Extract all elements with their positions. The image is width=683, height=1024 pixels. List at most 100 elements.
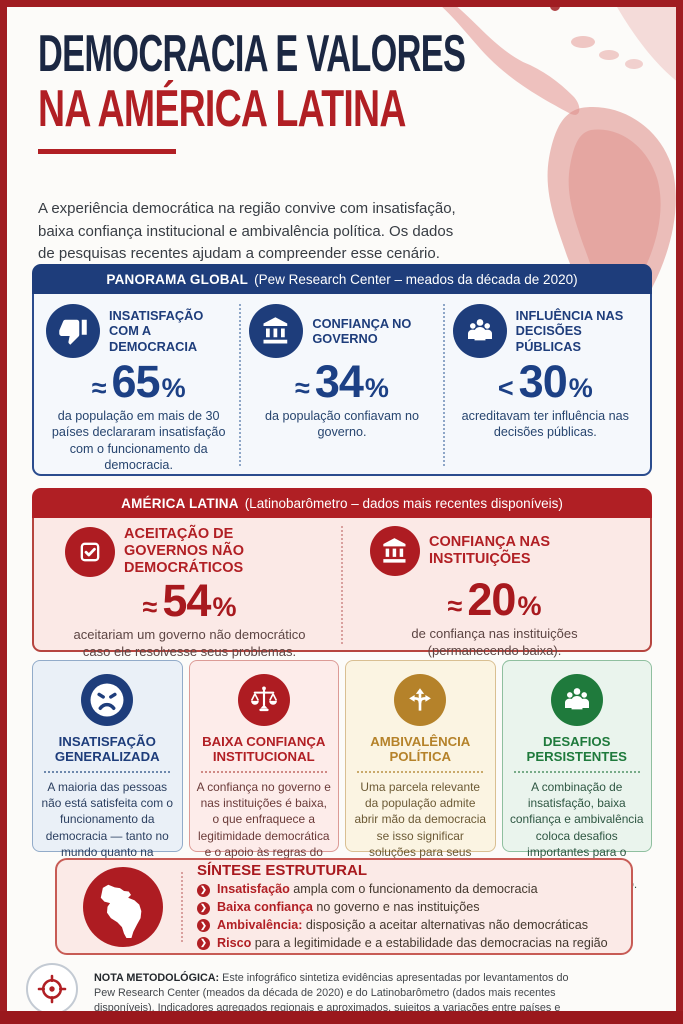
- stat-value: < 30 %: [497, 356, 593, 407]
- stat-suffix: %: [517, 591, 542, 621]
- synthesis-item: ❯ Ambivalência: disposição a aceitar alt…: [197, 918, 619, 933]
- dotted-divider: [44, 771, 171, 774]
- dotted-divider: [181, 871, 183, 942]
- target-crosshair-icon: [26, 963, 78, 1015]
- synthesis-item-text: Baixa confiança no governo e nas institu…: [217, 900, 480, 915]
- stat-prefix: ≈: [295, 373, 310, 403]
- stat-influence-decisions: INFLUÊNCIA NAS DECISÕES PÚBLICAS < 30 % …: [442, 304, 646, 466]
- sad-face-icon: [81, 674, 134, 726]
- stat-description: aceitariam um governo não democrático ca…: [73, 627, 306, 660]
- stat-head: CONFIANÇA NO GOVERNO: [249, 304, 434, 358]
- synthesis-panel: SÍNTESE ESTRUTURAL ❯ Insatisfação ampla …: [55, 858, 633, 955]
- stat-suffix: %: [364, 373, 389, 403]
- stat-suffix: %: [568, 373, 593, 403]
- panel-global-body: INSATISFAÇÃO COM A DEMOCRACIA ≈ 65 % da …: [32, 294, 652, 476]
- synthesis-item-lead: Risco: [217, 935, 252, 950]
- synthesis-item: ❯ Insatisfação ampla com o funcionamento…: [197, 882, 619, 897]
- stat-label: INSATISFAÇÃO COM A DEMOCRACIA: [109, 308, 204, 354]
- chevron-bullet-icon: ❯: [197, 883, 210, 897]
- theme-cards: INSATISFAÇÃO GENERALIZADA A maioria das …: [32, 660, 652, 891]
- stat-prefix: ≈: [447, 591, 463, 621]
- ballot-check-icon: [65, 526, 115, 577]
- stat-number: 30: [518, 356, 568, 407]
- stat-label: CONFIANÇA NAS INSTITUIÇÕES: [429, 533, 551, 567]
- stat-description: de confiança nas instituições (permanece…: [411, 626, 578, 658]
- synthesis-title: SÍNTESE ESTRUTURAL: [197, 862, 368, 880]
- stat-head: CONFIANÇA NAS INSTITUIÇÕES: [370, 526, 619, 576]
- intro-paragraph: A experiência democrática na região conv…: [38, 200, 456, 262]
- stat-head: INSATISFAÇÃO COM A DEMOCRACIA: [46, 304, 231, 358]
- card-title: BAIXA CONFIANÇA INSTITUCIONAL: [202, 734, 326, 765]
- synthesis-item-lead: Ambivalência:: [217, 918, 303, 932]
- stat-label: CONFIANÇA NO GOVERNO: [312, 315, 412, 346]
- dotted-divider: [513, 771, 640, 774]
- stat-value: ≈ 54 %: [142, 575, 237, 627]
- stat-prefix: ≈: [91, 373, 107, 403]
- methodology-note-lead: NOTA METODOLÓGICA:: [94, 971, 220, 984]
- stat-trust-government: CONFIANÇA NO GOVERNO ≈ 34 % da população…: [239, 304, 442, 466]
- stat-number: 34: [314, 356, 364, 407]
- stat-number: 65: [111, 356, 161, 407]
- stat-suffix: %: [212, 592, 237, 623]
- latin-america-map-icon: [83, 866, 163, 947]
- stat-head: ACEITAÇÃO DE GOVERNOS NÃO DEMOCRÁTICOS: [65, 526, 314, 577]
- panel-latam-subtitle: (Latinobarômetro – dados mais recentes d…: [244, 495, 563, 511]
- stat-value: ≈ 34 %: [295, 356, 389, 407]
- synthesis-item: ❯ Baixa confiança no governo e nas insti…: [197, 900, 619, 915]
- card-title: DESAFIOS PERSISTENTES: [526, 734, 627, 765]
- panel-global-subtitle: (Pew Research Center – meados da década …: [254, 271, 578, 287]
- scales-of-justice-icon: [237, 674, 290, 726]
- synthesis-item-text: Risco para a legitimidade e a estabilida…: [217, 935, 608, 951]
- card-title: AMBIVALÊNCIA POLÍTICA: [370, 734, 471, 765]
- title-underline: [38, 149, 176, 154]
- card-baixa-confianca: BAIXA CONFIANÇA INSTITUCIONAL A confianç…: [188, 660, 339, 875]
- stat-trust-institutions: CONFIANÇA NAS INSTITUIÇÕES ≈ 20 % de con…: [341, 526, 646, 658]
- stat-acceptance-nondemocratic: ACEITAÇÃO DE GOVERNOS NÃO DEMOCRÁTICOS ≈…: [38, 526, 341, 659]
- stat-label: INFLUÊNCIA NAS DECISÕES PÚBLICAS: [515, 308, 624, 354]
- panel-global-title: PANORAMA GLOBAL: [106, 271, 249, 287]
- stat-description: da população em mais de 30 países declar…: [51, 409, 226, 473]
- synthesis-item-lead: Baixa confiança: [217, 900, 313, 915]
- frame-border-left: [0, 0, 7, 1024]
- synthesis-content: SÍNTESE ESTRUTURAL ❯ Insatisfação ampla …: [197, 862, 619, 951]
- panel-latam-title: AMÉRICA LATINA: [121, 495, 239, 511]
- people-group-icon: [452, 304, 507, 358]
- stat-prefix: ≈: [142, 592, 158, 623]
- thumbs-down-icon: [46, 304, 100, 358]
- chevron-bullet-icon: ❯: [197, 919, 210, 933]
- stat-number: 20: [467, 574, 516, 625]
- stat-prefix: <: [497, 373, 514, 403]
- card-desafios-persistentes: DESAFIOS PERSISTENTES A combinação de in…: [501, 660, 652, 891]
- synthesis-item-rest: disposição a aceitar alternativas não de…: [302, 918, 589, 932]
- synthesis-item-rest: para a legitimidade e a estabilidade das…: [251, 935, 608, 950]
- branching-arrows-icon: [394, 674, 447, 726]
- synthesis-item-text: Insatisfação ampla com o funcionamento d…: [217, 882, 538, 897]
- synthesis-item-text: Ambivalência: disposição a aceitar alter…: [217, 918, 589, 933]
- stat-number: 54: [162, 575, 211, 627]
- stat-head: INFLUÊNCIA NAS DECISÕES PÚBLICAS: [452, 304, 638, 358]
- dotted-divider: [200, 771, 327, 774]
- synthesis-item-rest: no governo e nas instituições: [312, 900, 480, 915]
- methodology-note: NOTA METODOLÓGICA: Este infográfico sint…: [26, 960, 658, 1024]
- title-line-1: DEMOCRACIA E VALORES: [38, 25, 466, 83]
- chevron-bullet-icon: ❯: [197, 937, 210, 951]
- synthesis-item-lead: Insatisfação: [217, 882, 290, 897]
- card-body: A confiança no governo e nas instituiçõe…: [196, 780, 331, 874]
- dotted-divider: [357, 771, 484, 774]
- card-insatisfacao-generalizada: INSATISFAÇÃO GENERALIZADA A maioria das …: [32, 660, 183, 875]
- panel-america-latina: AMÉRICA LATINA (Latinobarômetro – dados …: [32, 488, 652, 659]
- stat-description: da população confiavam no governo.: [264, 409, 419, 440]
- title-line-2: NA AMÉRICA LATINA: [38, 80, 406, 138]
- synthesis-item: ❯ Risco para a legitimidade e a estabili…: [197, 935, 619, 951]
- stat-description: acreditavam ter influência nas decisões …: [461, 409, 629, 440]
- card-title: INSATISFAÇÃO GENERALIZADA: [54, 734, 160, 765]
- page-title: DEMOCRACIA E VALORES NA AMÉRICA LATINA: [38, 28, 683, 154]
- stat-value: ≈ 20 %: [447, 574, 542, 625]
- people-group-icon: [550, 674, 603, 726]
- stat-value: ≈ 65 %: [91, 356, 186, 407]
- panel-global-header: PANORAMA GLOBAL (Pew Research Center – m…: [32, 264, 652, 294]
- stat-label: ACEITAÇÃO DE GOVERNOS NÃO DEMOCRÁTICOS: [124, 526, 245, 577]
- panel-latam-header: AMÉRICA LATINA (Latinobarômetro – dados …: [32, 488, 652, 518]
- methodology-note-text: NOTA METODOLÓGICA: Este infográfico sint…: [94, 971, 576, 1024]
